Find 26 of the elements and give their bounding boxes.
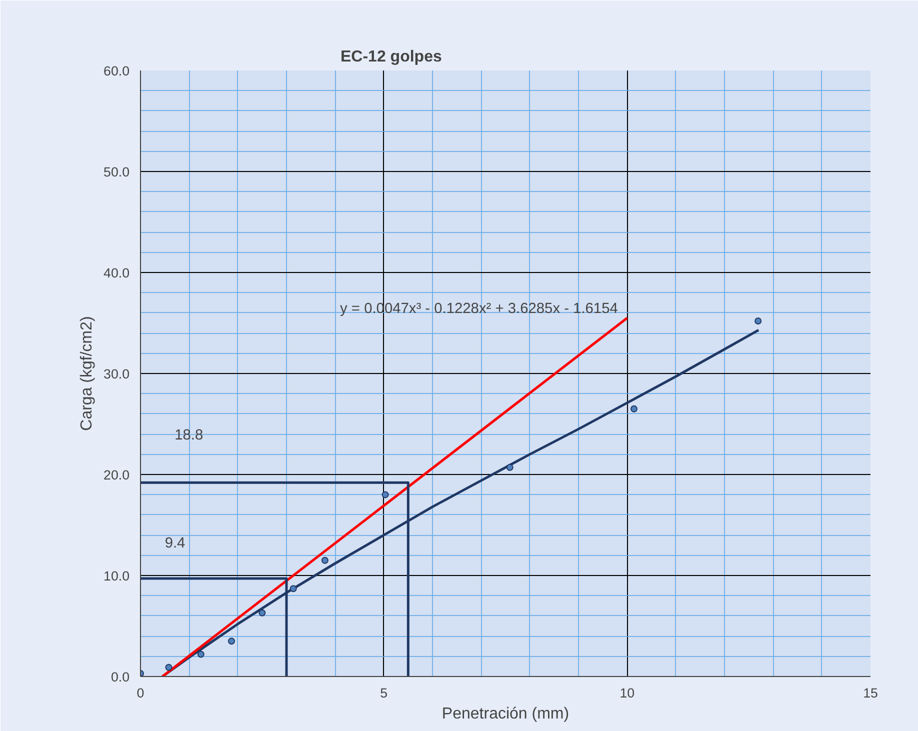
point xyxy=(165,664,172,671)
annotation: 18.8 xyxy=(174,428,204,444)
point xyxy=(321,556,328,564)
point xyxy=(290,585,297,592)
y-tick-label: 40.0 xyxy=(104,266,130,280)
y-tick-label: 20.0 xyxy=(104,468,130,482)
x-axis-title: Penetración (mm) xyxy=(442,706,570,722)
point xyxy=(197,650,204,658)
point xyxy=(630,405,638,412)
x-tick-label: 0 xyxy=(136,686,144,700)
point xyxy=(382,491,389,498)
point xyxy=(228,638,236,645)
x-tick-label: 10 xyxy=(620,686,635,700)
y-tick-label: 60.0 xyxy=(104,64,130,78)
chart-title: EC-12 golpes xyxy=(340,48,442,66)
y-tick-label: 50.0 xyxy=(104,164,130,180)
annotation: 9.4 xyxy=(164,536,186,552)
x-tick-label: 5 xyxy=(380,686,388,700)
point xyxy=(754,317,762,324)
y-tick-label: 0.0 xyxy=(110,670,130,684)
y-tick-label: 30.0 xyxy=(104,366,130,382)
y-axis-title: Carga (kgf/cm2) xyxy=(78,316,96,431)
point xyxy=(258,609,266,616)
x-tick-label: 15 xyxy=(863,686,878,700)
y-tick-label: 10.0 xyxy=(104,568,130,584)
point xyxy=(506,464,514,471)
